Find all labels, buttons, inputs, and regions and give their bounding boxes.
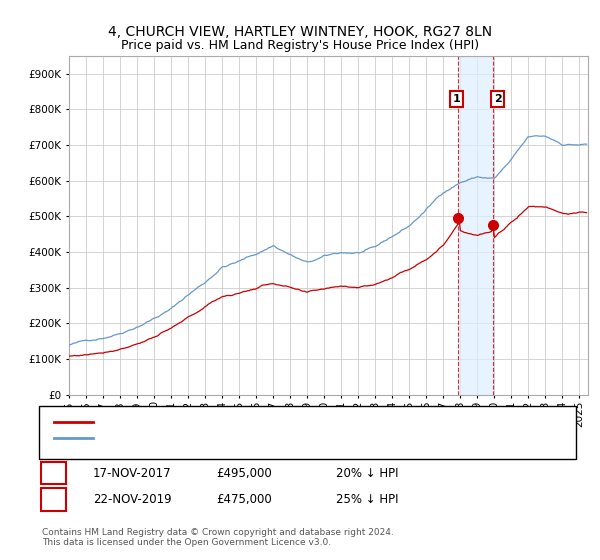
Text: 2: 2 xyxy=(49,493,58,506)
Text: 25% ↓ HPI: 25% ↓ HPI xyxy=(336,493,398,506)
Text: 20% ↓ HPI: 20% ↓ HPI xyxy=(336,466,398,480)
Text: £475,000: £475,000 xyxy=(216,493,272,506)
Text: 1: 1 xyxy=(49,466,58,480)
Text: 4, CHURCH VIEW, HARTLEY WINTNEY, HOOK, RG27 8LN (detached house): 4, CHURCH VIEW, HARTLEY WINTNEY, HOOK, R… xyxy=(99,417,481,427)
Text: 4, CHURCH VIEW, HARTLEY WINTNEY, HOOK, RG27 8LN: 4, CHURCH VIEW, HARTLEY WINTNEY, HOOK, R… xyxy=(108,25,492,39)
Text: 2: 2 xyxy=(494,94,502,104)
Text: Contains HM Land Registry data © Crown copyright and database right 2024.
This d: Contains HM Land Registry data © Crown c… xyxy=(42,528,394,547)
Text: Price paid vs. HM Land Registry's House Price Index (HPI): Price paid vs. HM Land Registry's House … xyxy=(121,39,479,52)
Text: £495,000: £495,000 xyxy=(216,466,272,480)
Bar xyxy=(458,56,493,395)
Text: 1: 1 xyxy=(453,94,461,104)
Text: HPI: Average price, detached house, Hart: HPI: Average price, detached house, Hart xyxy=(99,433,314,443)
Text: 17-NOV-2017: 17-NOV-2017 xyxy=(93,466,172,480)
Text: 22-NOV-2019: 22-NOV-2019 xyxy=(93,493,172,506)
